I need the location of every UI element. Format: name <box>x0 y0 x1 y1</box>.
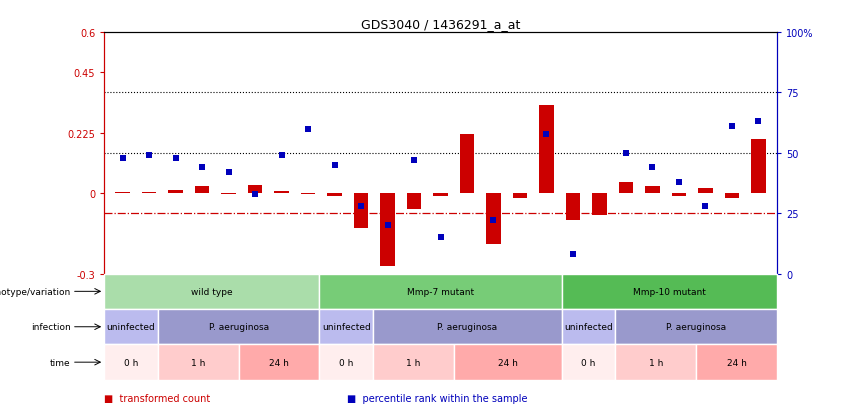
Point <box>327 162 341 169</box>
Text: 1 h: 1 h <box>648 358 663 367</box>
Point <box>168 155 182 161</box>
Point <box>725 124 739 131</box>
Point <box>566 252 580 258</box>
Point <box>593 280 607 287</box>
Point <box>248 191 262 198</box>
Bar <box>433 194 448 196</box>
Point <box>646 165 660 171</box>
Text: Mmp-7 mutant: Mmp-7 mutant <box>407 287 474 296</box>
Text: uninfected: uninfected <box>107 323 155 332</box>
Bar <box>319 274 562 309</box>
Point <box>221 169 235 176</box>
Text: 0 h: 0 h <box>582 358 595 367</box>
Bar <box>380 194 395 266</box>
Text: ■  transformed count: ■ transformed count <box>104 393 210 403</box>
Point <box>699 203 713 210</box>
Bar <box>327 194 342 196</box>
Point <box>460 13 474 19</box>
Text: 1 h: 1 h <box>406 358 421 367</box>
Bar <box>141 192 156 194</box>
Bar <box>221 194 236 195</box>
Text: time: time <box>49 358 70 367</box>
Bar <box>158 344 239 380</box>
Bar <box>319 344 373 380</box>
Bar <box>645 187 660 194</box>
Point <box>195 165 209 171</box>
Point <box>433 235 448 241</box>
Bar <box>562 274 777 309</box>
Text: genotype/variation: genotype/variation <box>0 287 70 296</box>
Bar <box>168 191 183 194</box>
Point <box>619 150 633 157</box>
Bar <box>407 194 421 210</box>
Text: 1 h: 1 h <box>191 358 206 367</box>
Point <box>301 126 315 133</box>
Bar <box>373 309 562 344</box>
Text: P. aeruginosa: P. aeruginosa <box>437 323 497 332</box>
Bar <box>698 188 713 194</box>
Bar <box>615 309 777 344</box>
Bar <box>592 194 607 215</box>
Point <box>354 203 368 210</box>
Point <box>380 223 394 229</box>
Bar <box>301 194 315 195</box>
Bar <box>725 194 740 199</box>
Bar <box>696 344 777 380</box>
Bar <box>274 192 289 194</box>
Bar <box>460 135 474 194</box>
Bar <box>373 344 454 380</box>
Bar <box>619 183 633 194</box>
Text: P. aeruginosa: P. aeruginosa <box>666 323 727 332</box>
Bar <box>454 344 562 380</box>
Bar <box>562 344 615 380</box>
Point <box>540 131 554 138</box>
Bar <box>539 105 554 194</box>
Bar <box>104 274 319 309</box>
Bar <box>354 194 368 228</box>
Title: GDS3040 / 1436291_a_at: GDS3040 / 1436291_a_at <box>361 17 520 31</box>
Text: wild type: wild type <box>191 287 233 296</box>
Text: P. aeruginosa: P. aeruginosa <box>208 323 269 332</box>
Bar <box>751 140 766 194</box>
Bar <box>248 185 262 194</box>
Bar <box>195 187 209 194</box>
Text: 24 h: 24 h <box>498 358 517 367</box>
Text: infection: infection <box>30 323 70 332</box>
Text: uninfected: uninfected <box>564 323 613 332</box>
Text: uninfected: uninfected <box>322 323 371 332</box>
Point <box>142 153 156 159</box>
Point <box>115 155 129 161</box>
Bar <box>615 344 696 380</box>
Bar <box>566 194 580 221</box>
Bar <box>115 192 130 194</box>
Text: ■  percentile rank within the sample: ■ percentile rank within the sample <box>347 393 528 403</box>
Text: Mmp-10 mutant: Mmp-10 mutant <box>633 287 706 296</box>
Point <box>487 218 501 224</box>
Bar <box>513 194 527 199</box>
Point <box>274 153 288 159</box>
Bar <box>158 309 319 344</box>
Bar <box>562 309 615 344</box>
Point <box>407 157 421 164</box>
Point <box>752 119 766 126</box>
Text: 24 h: 24 h <box>727 358 746 367</box>
Bar <box>104 309 158 344</box>
Bar <box>672 194 686 196</box>
Bar <box>319 309 373 344</box>
Point <box>672 179 686 186</box>
Text: 0 h: 0 h <box>124 358 138 367</box>
Bar <box>104 344 158 380</box>
Text: 24 h: 24 h <box>269 358 289 367</box>
Bar <box>486 194 501 244</box>
Text: 0 h: 0 h <box>339 358 353 367</box>
Bar <box>239 344 319 380</box>
